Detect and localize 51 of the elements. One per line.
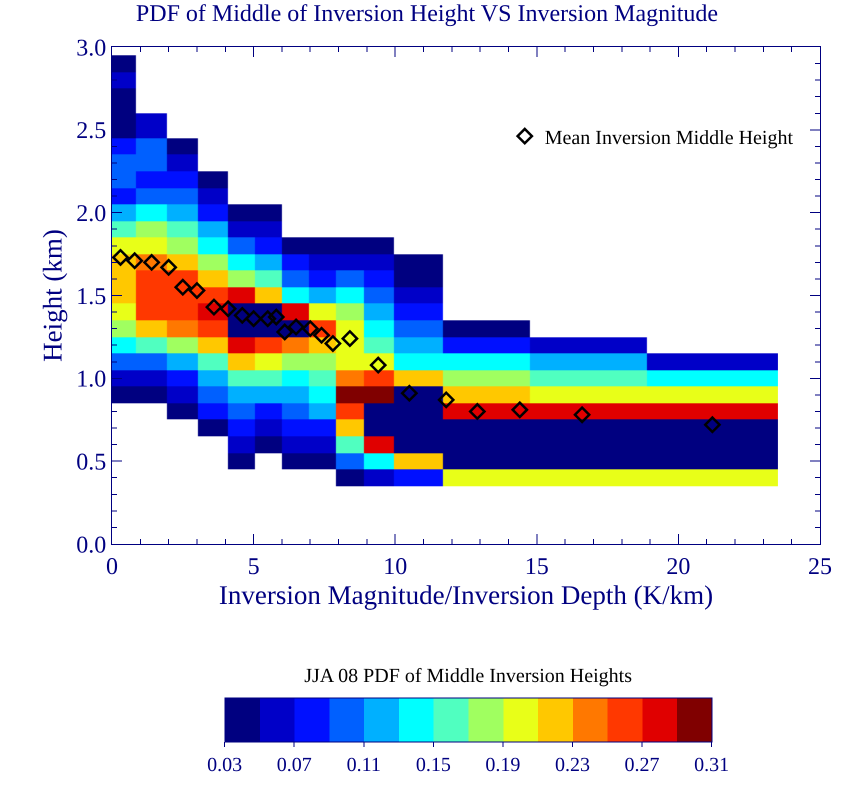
point: [324, 335, 342, 352]
point: [245, 310, 262, 328]
y-tick-label: 2.5: [76, 118, 106, 144]
point: [268, 308, 285, 326]
color-bar-label: 0.07: [276, 754, 312, 776]
point: [220, 300, 237, 318]
color-bar-label: 0.15: [416, 754, 451, 776]
point: [234, 306, 251, 324]
point: [341, 330, 358, 347]
color-bar-label: 0.03: [207, 754, 242, 776]
y-axis-title: Height (km): [37, 229, 68, 362]
x-axis-title: Inversion Magnitude/Inversion Depth (K/km): [218, 580, 714, 610]
x-tick-label: 10: [383, 554, 408, 580]
point: [276, 324, 294, 340]
color-bar-label: 0.11: [346, 754, 381, 776]
point: [511, 401, 528, 418]
point: [126, 252, 144, 270]
color-bar-label: 0.23: [554, 754, 590, 776]
point: [143, 254, 160, 271]
point: [160, 258, 178, 276]
point: [704, 416, 721, 434]
y-tick-label: 1.5: [76, 284, 106, 310]
chart-title: PDF of Middle of Inversion Height VS Inversion Magnitude: [136, 0, 718, 27]
point: [174, 278, 192, 296]
x-tick-label: 20: [666, 554, 690, 580]
x-tick-label: 25: [808, 554, 832, 580]
point: [313, 326, 330, 344]
point: [438, 391, 455, 408]
point: [302, 320, 319, 338]
y-tick-label: 3.0: [76, 35, 106, 62]
point: [259, 310, 276, 328]
x-tick-label: 15: [524, 554, 549, 580]
legend-label: Mean Inversion Middle Height: [544, 126, 794, 149]
y-tick-label: 2.0: [76, 201, 106, 228]
color-bar-label: 0.19: [485, 754, 520, 776]
y-tick-label: 1.0: [76, 366, 106, 393]
y-tick-label: 0.5: [76, 450, 106, 476]
point: [112, 249, 129, 266]
x-tick-label: 0: [106, 554, 118, 580]
y-tick-label: 0.0: [76, 532, 106, 558]
color-bar-label: 0.27: [624, 754, 660, 776]
point: [370, 356, 387, 374]
x-tick-label: 5: [248, 554, 260, 580]
point: [574, 406, 591, 424]
color-bar-label: 0.31: [694, 754, 730, 776]
point: [288, 318, 304, 336]
point: [188, 282, 206, 299]
point: [206, 298, 222, 316]
point: [400, 384, 418, 402]
color-bar-title: JJA 08 PDF of Middle Inversion Heights: [304, 664, 632, 687]
point: [468, 403, 486, 420]
